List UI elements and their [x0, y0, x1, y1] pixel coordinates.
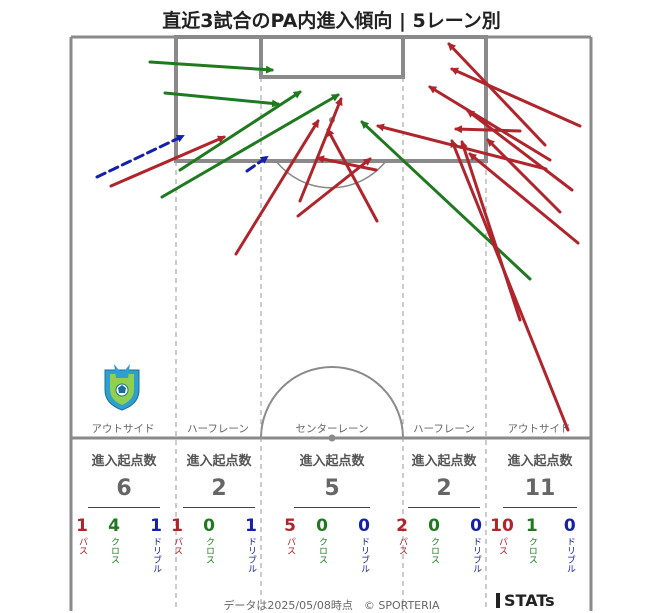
- pass-count: 1: [171, 516, 183, 536]
- dribble-count: 1: [245, 516, 257, 536]
- cross-arrow-0: [148, 60, 274, 74]
- lane-stat-header: 進入起点数: [91, 454, 157, 469]
- dribble-label: ドリブル: [151, 537, 161, 573]
- dribble-label: ドリブル: [246, 537, 256, 573]
- dribble-arrow-5: [95, 134, 185, 179]
- cross-arrow-1: [163, 91, 280, 108]
- pass-arrow-13: [450, 67, 582, 128]
- cross-arrow-3: [160, 93, 340, 199]
- footer-credit: データは2025/05/08時点 © SPORTERIA: [223, 599, 440, 612]
- lane-stat-header: 進入起点数: [507, 454, 573, 469]
- centre-circle: [260, 366, 404, 439]
- pass-count: 10: [490, 516, 514, 536]
- pass-arrow-7: [109, 135, 226, 188]
- brand-text: STATs: [504, 591, 555, 610]
- page-title: 直近3試合のPA内進入傾向 | 5レーン別: [162, 10, 501, 32]
- pass-count: 2: [396, 516, 408, 536]
- dribble-arrow-6: [245, 155, 269, 173]
- lane-stat-total: 5: [324, 476, 340, 501]
- lane-stat-header: 進入起点数: [186, 454, 252, 469]
- cross-count: 1: [525, 516, 538, 536]
- dribble-count: 0: [358, 516, 370, 536]
- lane-stat-total: 2: [211, 476, 227, 501]
- dribble-label: ドリブル: [471, 537, 481, 573]
- pass-label: パス: [172, 537, 182, 555]
- lane-stat-4: 進入起点数 11 10 パス 1 クロス 0 ドリブル: [490, 450, 577, 573]
- goal-area: [259, 35, 405, 79]
- lane-label-4: アウトサイド: [508, 423, 571, 435]
- cross-label: クロス: [429, 537, 439, 564]
- lane-stat-divider: [294, 507, 370, 508]
- lane-stat-header: 進入起点数: [411, 454, 477, 469]
- pass-arrow-17: [466, 109, 574, 192]
- cross-label: クロス: [526, 537, 537, 564]
- lane-label-1: ハーフレーン: [187, 423, 249, 435]
- pass-arrow-9: [296, 157, 372, 218]
- lane-label-2: センターレーン: [296, 423, 369, 435]
- cross-arrow-2: [178, 90, 302, 172]
- lane-stat-divider: [408, 507, 480, 508]
- pass-label: パス: [497, 537, 507, 555]
- entry-arrows: [95, 42, 582, 432]
- lane-stat-divider: [183, 507, 255, 508]
- lane-stat-total: 6: [116, 476, 132, 501]
- pass-arrow-15: [428, 85, 552, 162]
- pass-arrow-8: [234, 119, 320, 256]
- pass-arrow-14: [447, 42, 547, 147]
- dribble-label: ドリブル: [359, 537, 369, 573]
- pass-arrow-22: [450, 139, 570, 432]
- cross-count: 4: [108, 516, 120, 536]
- pass-count: 5: [284, 516, 296, 536]
- lane-stat-header: 進入起点数: [299, 454, 365, 469]
- pass-label: パス: [397, 537, 407, 555]
- lane-stat-3: 進入起点数 2 2 パス 0 クロス 0 ドリブル: [396, 450, 482, 573]
- brand-logo: STATs: [496, 591, 555, 610]
- pass-arrow-21: [460, 140, 522, 322]
- cross-arrow-4: [360, 120, 532, 281]
- pass-count: 1: [76, 516, 88, 536]
- lane-stat-1: 進入起点数 2 1 パス 0 クロス 1 ドリブル: [171, 450, 257, 573]
- pass-label: パス: [285, 537, 295, 555]
- dribble-count: 0: [470, 516, 482, 536]
- cross-count: 0: [203, 516, 215, 536]
- cross-count: 0: [316, 516, 328, 536]
- brand-mark-icon: [496, 593, 500, 608]
- lane-stat-0: 進入起点数 6 1 パス 4 クロス 1 ドリブル: [76, 450, 162, 573]
- pass-arrow-16: [454, 125, 522, 134]
- lane-label-0: アウトサイド: [92, 423, 155, 435]
- pass-arrow-19: [486, 138, 562, 214]
- cross-label: クロス: [317, 537, 327, 564]
- pass-arrow-10: [326, 128, 379, 223]
- dribble-count: 1: [150, 516, 162, 536]
- lane-stat-total: 2: [436, 476, 452, 501]
- lane-stat-total: 11: [524, 476, 556, 501]
- lane-stat-2: 進入起点数 5 5 パス 0 クロス 0 ドリブル: [284, 450, 370, 573]
- team-crest-icon: [104, 364, 140, 411]
- dribble-label: ドリブル: [564, 537, 575, 573]
- pass-arrow-11: [316, 155, 378, 172]
- cross-label: クロス: [109, 537, 119, 564]
- cross-label: クロス: [204, 537, 214, 564]
- lane-label-3: ハーフレーン: [413, 423, 475, 435]
- pass-label: パス: [77, 537, 87, 555]
- lane-stat-divider: [503, 507, 577, 508]
- cross-count: 0: [428, 516, 440, 536]
- lane-stat-divider: [88, 507, 160, 508]
- centre-spot: [328, 434, 336, 442]
- pass-arrow-18: [468, 152, 580, 245]
- pass-arrow-12: [298, 97, 343, 203]
- dribble-count: 0: [563, 516, 576, 536]
